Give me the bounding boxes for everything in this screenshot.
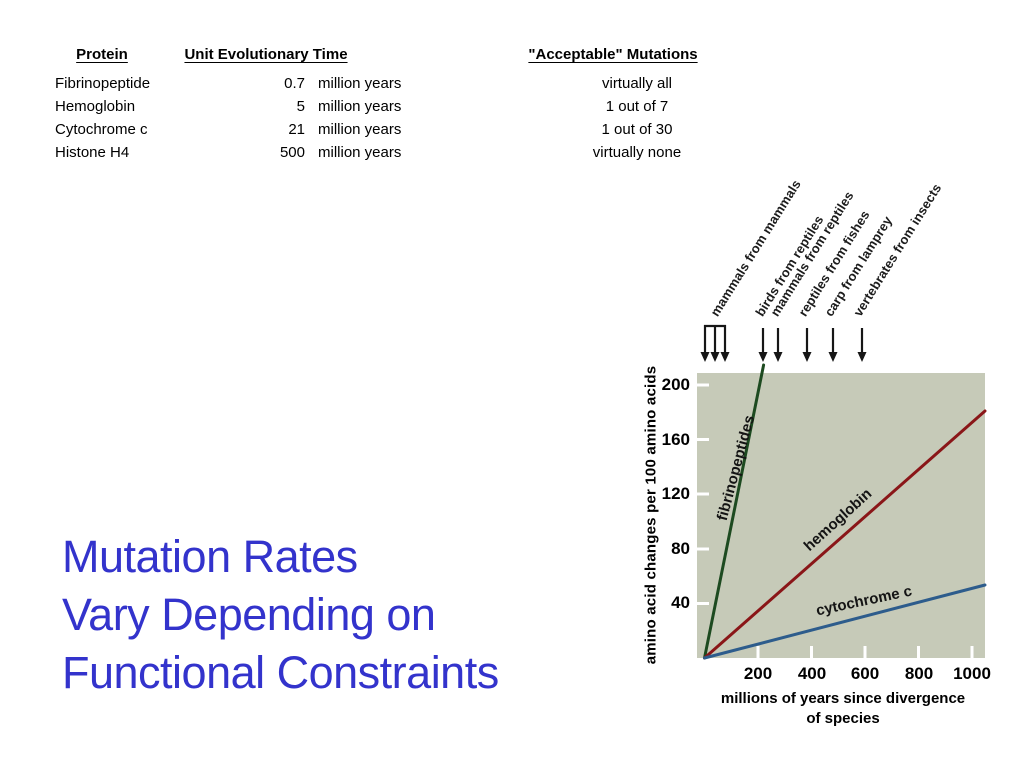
slide-title: Mutation Rates Vary Depending on Functio… — [62, 528, 499, 702]
x-axis-title-line: millions of years since divergence — [720, 690, 966, 707]
table-header-acceptable-mutations: "Acceptable" Mutations — [528, 46, 698, 63]
y-tick-label: 200 — [661, 375, 690, 394]
table-header-protein: Protein — [76, 46, 128, 63]
slide-title-line: Vary Depending on — [62, 589, 436, 640]
mutations-value: 1 out of 7 — [605, 98, 669, 115]
plot-area — [697, 373, 985, 658]
time-unit: million years — [318, 121, 402, 138]
time-unit: million years — [318, 98, 402, 115]
line-hemoglobin — [703, 409, 987, 660]
y-tick-label: 120 — [661, 484, 690, 503]
time-unit: million years — [318, 75, 402, 92]
protein-table: Protein Unit Evolutionary Time "Acceptab… — [0, 0, 760, 180]
time-value: 21 — [288, 121, 305, 138]
x-tick-label: 1000 — [953, 664, 991, 683]
x-axis-ticks — [756, 646, 974, 658]
time-value: 0.7 — [284, 75, 305, 92]
divergence-arrow-icons — [758, 328, 867, 362]
protein-name: Hemoglobin — [55, 98, 136, 115]
trident-arrow-icon — [700, 324, 730, 362]
y-tick-label: 80 — [671, 539, 690, 558]
slide-title-line: Functional Constraints — [62, 647, 499, 698]
y-axis-title: amino acid changes per 100 amino acids — [642, 365, 660, 665]
slide-title-line: Mutation Rates — [62, 531, 358, 582]
y-tick-label: 40 — [671, 593, 690, 612]
x-axis-title-line: of species — [806, 710, 880, 727]
y-axis-ticks — [697, 383, 709, 605]
line-fibrinopeptides — [703, 363, 766, 660]
mutations-value: 1 out of 30 — [601, 121, 673, 138]
protein-name: Fibrinopeptide — [55, 75, 151, 92]
x-tick-label: 800 — [904, 664, 934, 683]
mutations-value: virtually none — [592, 144, 682, 161]
protein-name: Cytochrome c — [55, 121, 148, 138]
mutations-value: virtually all — [601, 75, 673, 92]
x-tick-label: 200 — [743, 664, 773, 683]
time-unit: million years — [318, 144, 402, 161]
line-cytochrome-c — [703, 583, 987, 660]
time-value: 500 — [279, 144, 305, 161]
x-tick-label: 400 — [797, 664, 827, 683]
time-value: 5 — [296, 98, 305, 115]
y-tick-label: 160 — [661, 430, 690, 449]
table-header-unit-evolutionary-time: Unit Evolutionary Time — [184, 46, 348, 63]
chart-canvas — [697, 324, 987, 660]
protein-name: Histone H4 — [55, 144, 130, 161]
divergence-chart: mammals from mammals birds from reptiles… — [620, 148, 1020, 753]
x-tick-label: 600 — [850, 664, 880, 683]
